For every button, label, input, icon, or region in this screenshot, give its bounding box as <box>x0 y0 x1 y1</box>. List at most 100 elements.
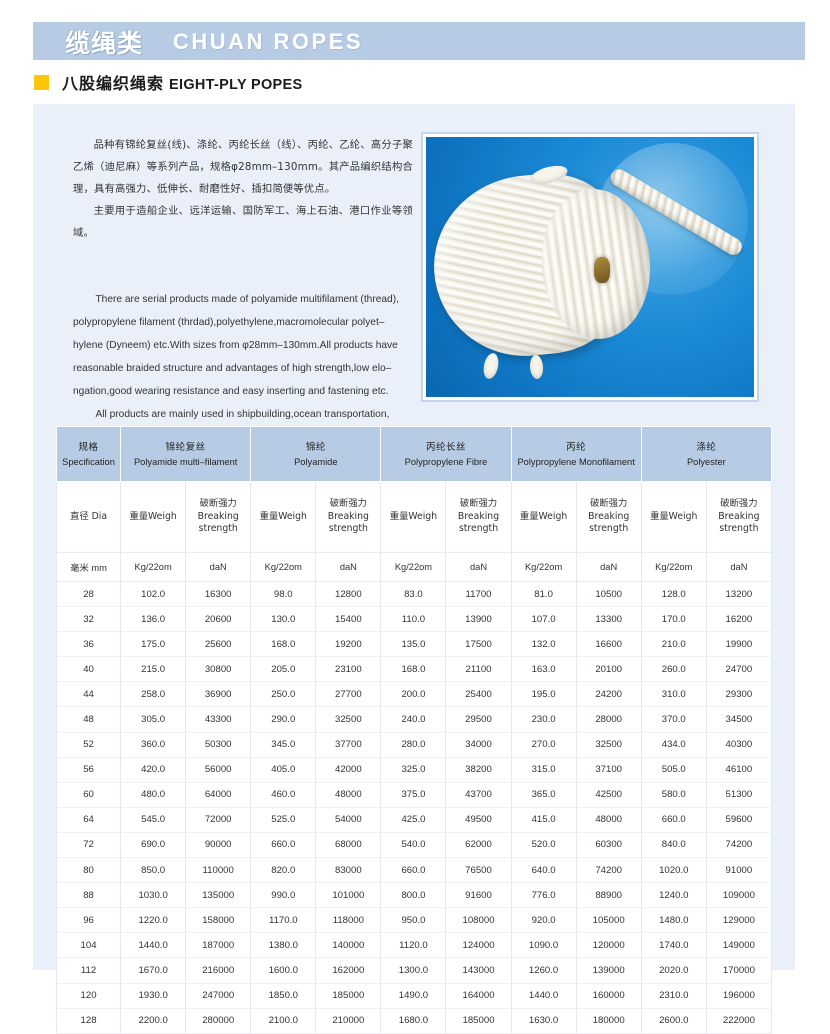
cell-value: 365.0 <box>510 781 577 808</box>
cell-value: 1030.0 <box>120 882 187 909</box>
cell-value: 54000 <box>315 806 382 833</box>
cell-value: 185000 <box>445 1007 512 1034</box>
group-label-en: Polypropylene Fibre <box>404 456 488 467</box>
cell-value: 660.0 <box>250 831 317 859</box>
cell-value: 46100 <box>705 756 773 783</box>
cell-value: 1740.0 <box>640 932 707 959</box>
subheader-weight-2: 重量Weigh <box>250 481 317 553</box>
cell-value: 135.0 <box>380 631 447 658</box>
cell-value: 20100 <box>575 656 642 683</box>
cell-value: 20600 <box>185 606 252 633</box>
cell-value: 16300 <box>185 581 252 608</box>
unit-cell: daN <box>705 552 773 582</box>
content-panel: 品种有锦纶复丝(线)、涤纶、丙纶长丝（线）、丙纶、乙纶、高分子聚乙烯（迪尼麻）等… <box>33 104 795 1034</box>
cell-value: 820.0 <box>250 857 317 884</box>
cell-value: 258.0 <box>120 681 187 708</box>
table-row: 88 1030.0 135000 990.0 101000 800.0 91600 776.0… <box>55 882 773 909</box>
cell-value: 129000 <box>705 907 773 934</box>
cell-diameter: 128 <box>55 1007 122 1034</box>
cell-diameter: 96 <box>55 907 122 934</box>
cell-value: 59600 <box>705 806 773 833</box>
cell-value: 480.0 <box>120 781 187 808</box>
cell-value: 160000 <box>575 982 642 1009</box>
cell-value: 1930.0 <box>120 982 187 1009</box>
cell-value: 405.0 <box>250 756 317 783</box>
cell-value: 25600 <box>185 631 252 658</box>
table-subheader-row: 直径 Dia 重量Weigh 破断强力 Breaking strength 重量… <box>55 481 773 553</box>
cell-value: 505.0 <box>640 756 707 783</box>
table-row: 52 360.0 50300 345.0 37700 280.0 34000 270.0 325… <box>55 731 773 758</box>
cell-value: 48000 <box>575 806 642 833</box>
cell-value: 525.0 <box>250 806 317 833</box>
cell-value: 81.0 <box>510 581 577 608</box>
cell-value: 290.0 <box>250 706 317 733</box>
cell-diameter: 44 <box>55 681 122 708</box>
cell-value: 247000 <box>185 982 252 1009</box>
table-row: 40 215.0 30800 205.0 23100 168.0 21100 163.0 201… <box>55 656 773 683</box>
cell-value: 210.0 <box>640 631 707 658</box>
cell-value: 48000 <box>315 781 382 808</box>
subheader-weight-3: 重量Weigh <box>380 481 447 553</box>
group-label-en: Specification <box>62 456 115 467</box>
cell-value: 216000 <box>185 957 252 984</box>
cell-value: 34500 <box>705 706 773 733</box>
table-row: 28 102.0 16300 98.0 12800 83.0 11700 81.0 10500 1… <box>55 581 773 608</box>
cell-value: 64000 <box>185 781 252 808</box>
cell-value: 13300 <box>575 606 642 633</box>
description-chinese: 品种有锦纶复丝(线)、涤纶、丙纶长丝（线）、丙纶、乙纶、高分子聚乙烯（迪尼麻）等… <box>73 134 413 244</box>
unit-cell: Kg/22om <box>250 552 317 582</box>
cell-diameter: 72 <box>55 831 122 859</box>
unit-cell: Kg/22om <box>380 552 447 582</box>
cell-value: 130.0 <box>250 606 317 633</box>
cell-value: 24200 <box>575 681 642 708</box>
cell-value: 2020.0 <box>640 957 707 984</box>
cell-value: 74200 <box>575 857 642 884</box>
cell-value: 56000 <box>185 756 252 783</box>
cell-value: 375.0 <box>380 781 447 808</box>
cell-value: 91000 <box>705 857 773 884</box>
cell-value: 280000 <box>185 1007 252 1034</box>
cell-value: 2310.0 <box>640 982 707 1009</box>
cell-value: 43700 <box>445 781 512 808</box>
cell-value: 1680.0 <box>380 1007 447 1034</box>
group-label-cn: 锦纶复丝 <box>165 441 206 453</box>
group-label-en: Polypropylene Monofilament <box>517 456 635 467</box>
cell-value: 1240.0 <box>640 882 707 909</box>
cell-value: 132.0 <box>510 631 577 658</box>
subheader-breaking-strength-5: 破断强力 Breaking strength <box>705 481 773 553</box>
cell-value: 175.0 <box>120 631 187 658</box>
subheader-breaking-strength-2: 破断强力 Breaking strength <box>315 481 382 553</box>
cell-value: 15400 <box>315 606 382 633</box>
cell-value: 74200 <box>705 831 773 859</box>
cell-value: 325.0 <box>380 756 447 783</box>
cell-value: 164000 <box>445 982 512 1009</box>
cell-value: 580.0 <box>640 781 707 808</box>
cell-value: 776.0 <box>510 882 577 909</box>
group-label-cn: 规格 <box>78 441 99 453</box>
section-subtitle: 八股编织绳索 EIGHT-PLY POPES <box>62 70 302 94</box>
cell-value: 640.0 <box>510 857 577 884</box>
cell-value: 128.0 <box>640 581 707 608</box>
cell-value: 200.0 <box>380 681 447 708</box>
cell-value: 230.0 <box>510 706 577 733</box>
page-title-cn: 缆绳类 <box>65 29 144 58</box>
unit-cell: daN <box>185 552 252 582</box>
table-row: 80 850.0 110000 820.0 83000 660.0 76500 640.0 74… <box>55 857 773 884</box>
cell-value: 180000 <box>575 1007 642 1034</box>
unit-cell: daN <box>575 552 642 582</box>
cell-value: 13900 <box>445 606 512 633</box>
subheader-weight-5: 重量Weigh <box>640 481 707 553</box>
description-en-line-5: ngation,good wearing resistance and easy… <box>73 386 389 397</box>
cell-value: 1170.0 <box>250 907 317 934</box>
subheader-breaking-strength-1: 破断强力 Breaking strength <box>185 481 252 553</box>
cell-value: 32500 <box>315 706 382 733</box>
description-en-line-3: hylene (Dyneem) etc.With sizes from φ28m… <box>73 340 398 351</box>
cell-value: 25400 <box>445 681 512 708</box>
cell-value: 240.0 <box>380 706 447 733</box>
cell-value: 16600 <box>575 631 642 658</box>
cell-value: 660.0 <box>640 806 707 833</box>
unit-cell: Kg/22om <box>120 552 187 582</box>
cell-value: 434.0 <box>640 731 707 758</box>
cell-value: 105000 <box>575 907 642 934</box>
cell-value: 850.0 <box>120 857 187 884</box>
